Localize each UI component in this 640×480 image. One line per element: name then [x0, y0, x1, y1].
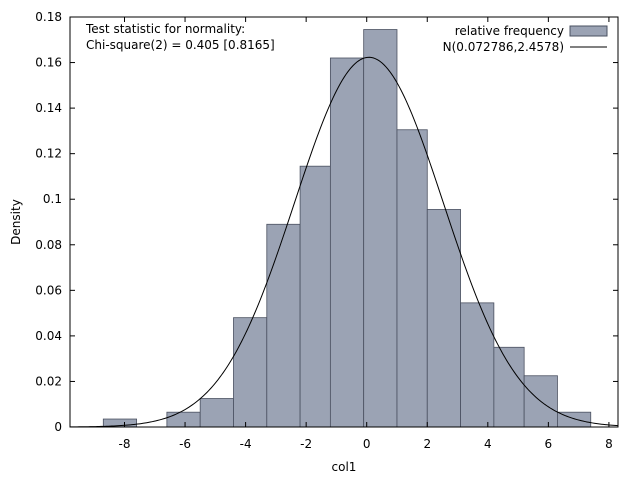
x-tick-label: 2	[423, 437, 431, 451]
y-tick-label: 0.04	[35, 329, 62, 343]
normality-test-statistic: Chi-square(2) = 0.405 [0.8165]	[86, 38, 275, 52]
histogram-bar	[199, 398, 234, 428]
plot-frame	[69, 16, 619, 428]
x-tick-label: 4	[484, 437, 492, 451]
normal-density-curve	[69, 56, 619, 428]
legend-swatch-histogram	[569, 25, 608, 37]
y-tick-label: 0.02	[35, 374, 62, 388]
y-tick-label: 0.06	[35, 283, 62, 297]
y-tick-label: 0.18	[35, 10, 62, 24]
y-tick-label: 0.12	[35, 147, 62, 161]
legend-label-curve: N(0.072786,2.4578)	[443, 40, 564, 54]
histogram-bar	[329, 57, 365, 428]
histogram-bar	[233, 317, 268, 428]
histogram-bar	[299, 165, 331, 428]
y-tick-label: 0.16	[35, 56, 62, 70]
histogram-bar	[460, 302, 495, 428]
x-axis-ticks: -8 -6 -4 -2 0 2 4 6 8	[119, 17, 613, 451]
histogram-bar	[426, 209, 461, 428]
histogram-bar	[396, 129, 428, 428]
y-axis-label: Density	[9, 199, 23, 245]
y-tick-label: 0	[54, 420, 62, 434]
histogram-bar	[363, 29, 398, 428]
x-axis-label: col1	[332, 460, 357, 474]
legend-label-histogram: relative frequency	[455, 24, 564, 38]
x-tick-label: 6	[545, 437, 553, 451]
x-tick-label: -4	[240, 437, 252, 451]
y-axis-ticks: 0 0.02 0.04 0.06 0.08 0.1 0.12 0.14 0.16 0.18	[35, 10, 618, 434]
histogram-bar	[493, 346, 525, 428]
histogram-bars	[102, 29, 592, 428]
legend: relative frequency N(0.072786,2.4578)	[443, 24, 608, 54]
x-tick-label: -8	[119, 437, 131, 451]
histogram-bar	[266, 223, 301, 428]
x-tick-label: -6	[179, 437, 191, 451]
x-tick-label: -2	[300, 437, 312, 451]
y-tick-label: 0.08	[35, 238, 62, 252]
y-tick-label: 0.1	[43, 192, 62, 206]
histogram-bar	[166, 411, 201, 428]
normality-test-title: Test statistic for normality:	[85, 22, 245, 36]
x-tick-label: 8	[605, 437, 613, 451]
x-tick-label: 0	[363, 437, 371, 451]
y-tick-label: 0.14	[35, 101, 62, 115]
